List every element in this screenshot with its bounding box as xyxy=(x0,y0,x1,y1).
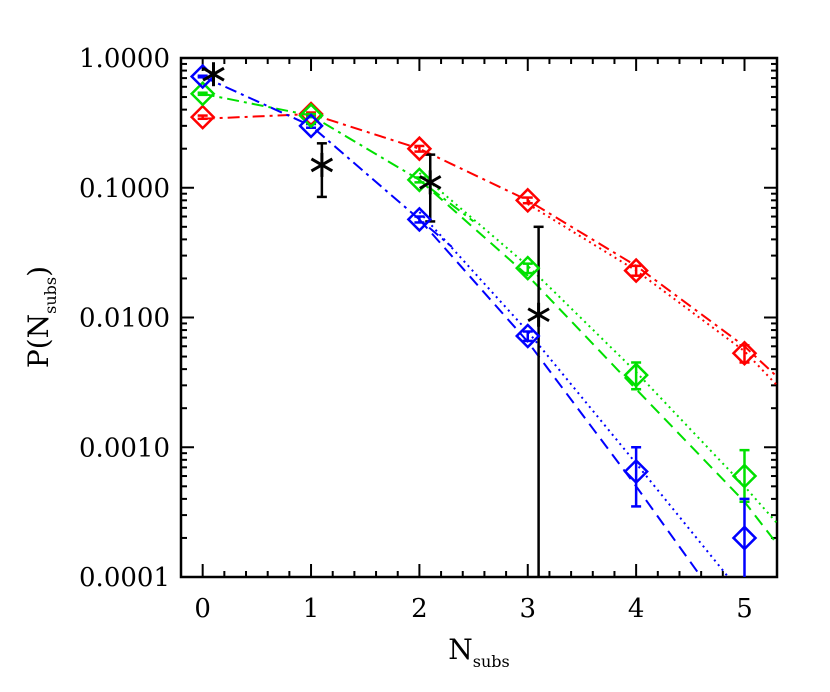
diamond-marker xyxy=(189,81,216,107)
fit-line-dashed xyxy=(418,218,702,577)
axis-ticks xyxy=(181,57,777,578)
asterisk-marker xyxy=(202,62,225,87)
y-axis-label-sub: subs xyxy=(41,277,60,314)
y-axis-label-pre: P(N xyxy=(22,314,55,368)
x-tick-label: 5 xyxy=(736,594,753,624)
diamond-marker xyxy=(406,135,433,162)
diamond-marker xyxy=(731,463,758,489)
asterisk-marker xyxy=(527,302,550,327)
diamond-marker xyxy=(623,458,649,485)
asterisk-marker xyxy=(310,152,334,177)
fit-line-dashed xyxy=(418,179,777,545)
diamond-marker xyxy=(731,525,758,551)
x-axis-label: Nsubs xyxy=(448,633,509,671)
x-tick-label: 0 xyxy=(194,594,211,624)
asterisk-stroke xyxy=(202,66,225,82)
tick-labels: 0 1 2 3 4 5 0.0001 0.0010 0.0100 0.1000 1.0000 xyxy=(79,44,753,624)
diamond-marker xyxy=(298,102,324,129)
fit-line-dashdot xyxy=(202,113,777,378)
asterisk-marker xyxy=(419,170,442,195)
fit-line-dotted xyxy=(418,172,777,524)
fit-line-dotted xyxy=(418,211,730,577)
diamond-marker xyxy=(514,255,541,281)
error-bars xyxy=(197,74,750,577)
diamond-marker xyxy=(406,206,433,233)
diamond-marker xyxy=(623,257,649,284)
fit-line-dashdot xyxy=(202,92,475,223)
x-tick-label: 2 xyxy=(411,594,428,624)
x-tick-label: 1 xyxy=(303,594,320,624)
diamond-marker xyxy=(623,362,649,388)
y-tick-label: 1.0000 xyxy=(79,44,170,74)
y-axis-label: P(Nsubs) xyxy=(22,266,60,368)
x-tick-label: 3 xyxy=(519,594,536,624)
asterisk-stroke xyxy=(419,175,442,190)
diamond-marker xyxy=(731,340,758,367)
x-axis-label-sub: subs xyxy=(473,652,510,671)
y-axis-label-post: ) xyxy=(22,266,55,277)
y-tick-label: 0.0001 xyxy=(79,563,170,593)
asterisk-stroke xyxy=(527,307,550,323)
y-tick-label: 0.0100 xyxy=(79,304,170,334)
y-tick-label: 0.1000 xyxy=(79,174,170,204)
diamond-marker xyxy=(406,167,433,193)
fit-lines xyxy=(202,75,777,577)
x-tick-label: 4 xyxy=(628,594,645,624)
data-markers xyxy=(189,62,758,551)
x-axis-label-main: N xyxy=(448,633,473,666)
y-tick-label: 0.0010 xyxy=(79,433,170,463)
diamond-marker xyxy=(189,104,216,130)
fit-line-dashdot xyxy=(202,75,453,248)
asterisk-stroke xyxy=(310,157,334,173)
diamond-marker xyxy=(514,323,541,349)
plot-frame xyxy=(179,56,779,579)
diamond-marker xyxy=(298,113,324,139)
diamond-marker xyxy=(514,187,541,214)
